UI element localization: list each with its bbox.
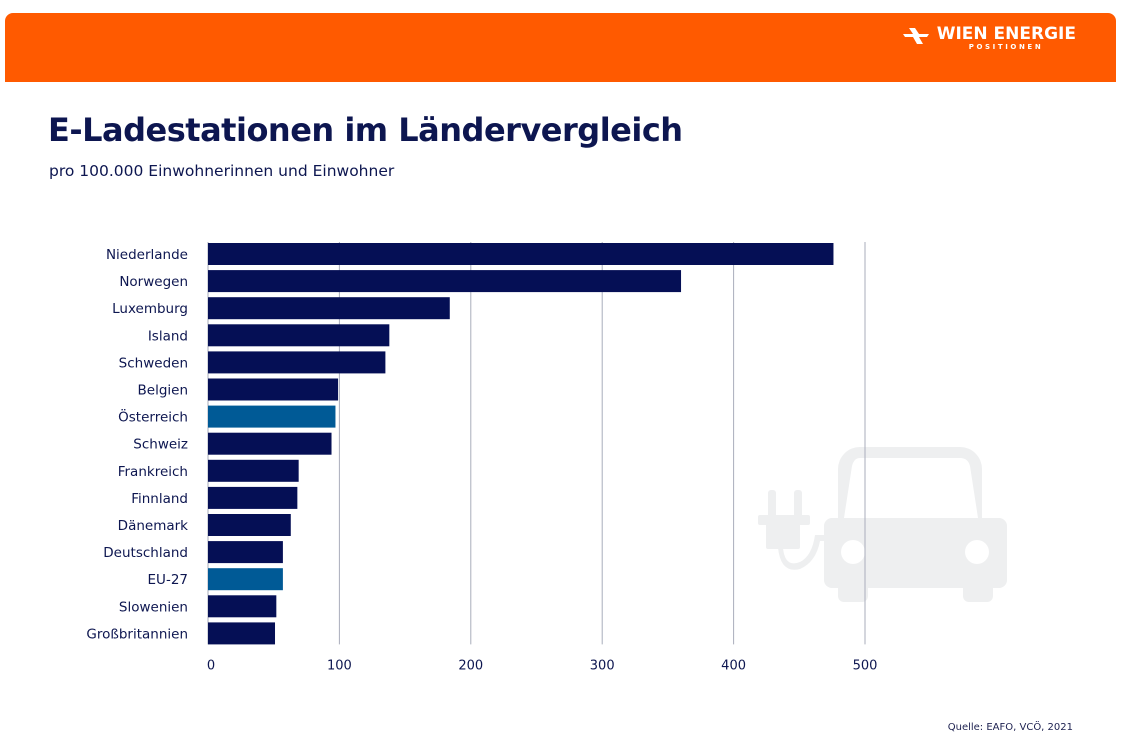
category-label: Dänemark bbox=[118, 518, 189, 534]
category-label: Island bbox=[148, 328, 188, 344]
chart-subtitle: pro 100.000 Einwohnerinnen und Einwohner bbox=[49, 162, 395, 180]
x-tick-label: 0 bbox=[207, 658, 215, 673]
brand-name: WIEN ENERGIE bbox=[936, 24, 1076, 44]
brand-subtitle: POSITIONEN bbox=[968, 43, 1044, 51]
x-axis-ticks: 0 100 200 300 400 500 bbox=[207, 658, 878, 673]
category-label: Deutschland bbox=[103, 545, 188, 561]
category-labels: Niederlande Norwegen Luxemburg Island Schwed… bbox=[86, 247, 188, 642]
category-label: Belgien bbox=[138, 383, 189, 399]
category-label: Slowenien bbox=[119, 599, 188, 615]
x-tick-label: 500 bbox=[853, 658, 878, 673]
x-tick-label: 200 bbox=[458, 658, 483, 673]
x-tick-label: 100 bbox=[327, 658, 352, 673]
category-label: Frankreich bbox=[118, 464, 188, 480]
bar-frankreich bbox=[208, 459, 299, 482]
category-label: Niederlande bbox=[106, 247, 188, 263]
bar-großbritannien bbox=[208, 622, 276, 645]
x-tick-label: 300 bbox=[590, 658, 615, 673]
bar-österreich bbox=[208, 405, 336, 428]
x-tick-label: 400 bbox=[721, 658, 746, 673]
bar-schweden bbox=[208, 351, 386, 374]
category-label: EU-27 bbox=[148, 572, 188, 588]
chart-title: E-Ladestationen im Ländervergleich bbox=[48, 111, 683, 149]
bar-dänemark bbox=[208, 514, 291, 536]
bar-luxemburg bbox=[208, 297, 450, 320]
category-label: Österreich bbox=[118, 408, 188, 426]
bar-niederlande bbox=[208, 243, 834, 265]
bar-belgien bbox=[208, 378, 339, 401]
source-note: Quelle: EAFO, VCÖ, 2021 bbox=[947, 722, 1073, 733]
category-label: Finnland bbox=[131, 491, 188, 507]
wien-energie-logo-icon bbox=[902, 28, 929, 44]
category-label: Schweiz bbox=[133, 437, 188, 453]
brand-logo: WIEN ENERGIE POSITIONEN bbox=[901, 24, 1076, 52]
bar-schweiz bbox=[208, 432, 332, 455]
category-label: Norwegen bbox=[119, 274, 188, 290]
category-label: Großbritannien bbox=[86, 626, 188, 642]
category-label: Schweden bbox=[119, 355, 188, 371]
bar-eu-27 bbox=[208, 568, 283, 591]
bar-slowenien bbox=[208, 595, 277, 618]
car-windshield bbox=[841, 458, 989, 564]
bar-island bbox=[208, 324, 390, 347]
bar-finnland bbox=[208, 486, 298, 509]
category-label: Luxemburg bbox=[112, 301, 188, 317]
bar-deutschland bbox=[208, 541, 283, 564]
bars bbox=[208, 243, 834, 645]
bar-norwegen bbox=[208, 270, 682, 293]
header-band bbox=[5, 13, 1116, 82]
